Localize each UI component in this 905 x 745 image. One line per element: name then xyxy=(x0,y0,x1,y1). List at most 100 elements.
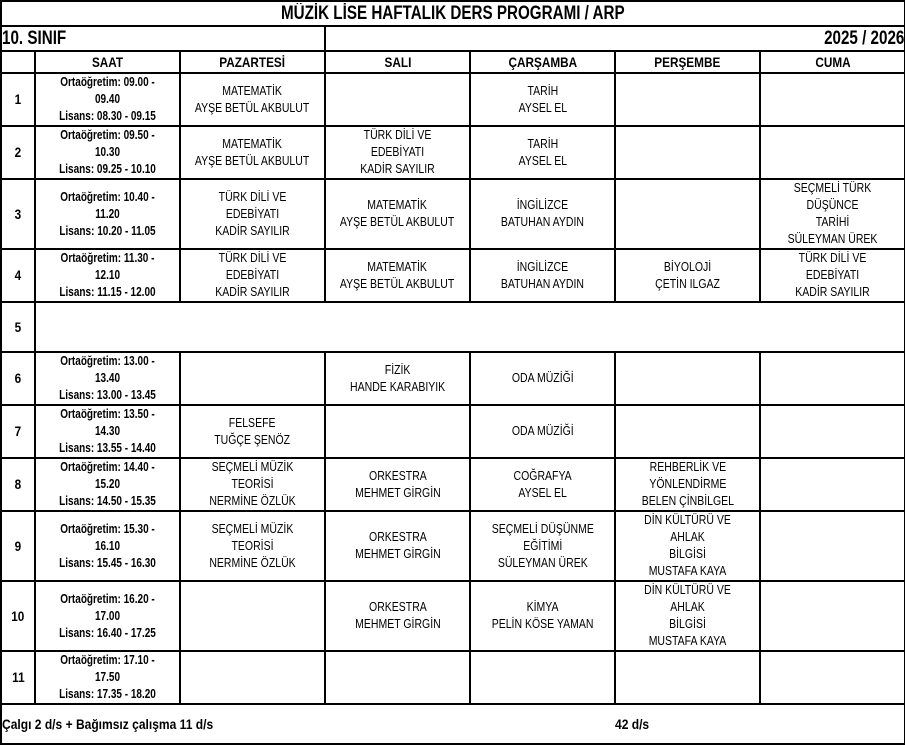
lesson-cell-pazartesi[interactable]: MATEMATİK AYŞE BETÜL AKBULUT xyxy=(179,125,326,180)
lesson-cell-carsamba[interactable]: KİMYA PELİN KÖSE YAMAN xyxy=(469,580,616,652)
lesson-cell-pazartesi[interactable] xyxy=(179,650,326,705)
lesson-cell-carsamba[interactable]: İNGİLİZCE BATUHAN AYDIN xyxy=(469,178,616,250)
lesson-text: MATEMATİK AYŞE BETÜL AKBULUT xyxy=(340,259,455,291)
period-time: Ortaöğretim: 13.50 - 14.30 Lisans: 13.55… xyxy=(34,404,181,459)
period-number: 2 xyxy=(0,125,36,180)
lesson-cell-cuma[interactable] xyxy=(758,72,905,127)
lesson-cell-sali[interactable]: FİZİK HANDE KARABIYIK xyxy=(324,351,471,406)
lesson-cell-persembe[interactable] xyxy=(614,125,761,180)
lesson-cell-sali[interactable] xyxy=(324,72,471,127)
lesson-cell-persembe[interactable] xyxy=(614,351,761,406)
table-row: 11 Ortaöğretim: 17.10 - 17.50 Lisans: 17.… xyxy=(0,650,905,705)
table-row: 10 Ortaöğretim: 16.20 - 17.00 Lisans: 16.… xyxy=(0,580,905,652)
period-time-text: Ortaöğretim: 13.50 - 14.30 Lisans: 13.55… xyxy=(59,407,156,455)
lesson-text: SEÇMELİ MÜZİK TEORİSİ NERMİNE ÖZLÜK xyxy=(209,460,296,508)
footer-row: Çalgı 2 d/s + Bağımsız çalışma 11 d/s 42 … xyxy=(0,703,905,745)
lesson-cell-sali[interactable]: ORKESTRA MEHMET GİRGİN xyxy=(324,510,471,582)
table-row: 9 Ortaöğretim: 15.30 - 16.10 Lisans: 15.4… xyxy=(0,510,905,582)
lesson-cell-carsamba[interactable]: TARİH AYSEL EL xyxy=(469,125,616,180)
lesson-cell-pazartesi[interactable]: SEÇMELİ MÜZİK TEORİSİ NERMİNE ÖZLÜK xyxy=(179,510,326,582)
lesson-cell-cuma[interactable] xyxy=(758,351,905,406)
header-row: SAAT PAZARTESİ SALI ÇARŞAMBA PERŞEMBE CUMA xyxy=(0,50,905,74)
lesson-cell-sali[interactable]: ORKESTRA MEHMET GİRGİN xyxy=(324,457,471,512)
lesson-cell-carsamba[interactable]: İNGİLİZCE BATUHAN AYDIN xyxy=(469,248,616,303)
lesson-text: DİN KÜLTÜRÜ VE AHLAK BİLGİSİ MUSTAFA KAY… xyxy=(644,513,731,578)
period-time: Ortaöğretim: 13.00 - 13.40 Lisans: 13.00… xyxy=(34,351,181,406)
period-time-text: Ortaöğretim: 14.40 - 15.20 Lisans: 14.50… xyxy=(59,460,156,508)
lesson-cell-cuma[interactable] xyxy=(758,510,905,582)
lesson-cell-cuma[interactable] xyxy=(758,650,905,705)
lesson-cell-pazartesi[interactable]: TÜRK DİLİ VE EDEBİYATI KADİR SAYILIR xyxy=(179,178,326,250)
period-time: Ortaöğretim: 17.10 - 17.50 Lisans: 17.35… xyxy=(34,650,181,705)
period-time-text: Ortaöğretim: 16.20 - 17.00 Lisans: 16.40… xyxy=(59,591,156,640)
period-number: 1 xyxy=(0,72,36,127)
period-number: 8 xyxy=(0,457,36,512)
lesson-cell-sali[interactable]: ORKESTRA MEHMET GİRGİN xyxy=(324,580,471,652)
lesson-text: ORKESTRA MEHMET GİRGİN xyxy=(354,468,441,500)
lesson-cell-carsamba[interactable]: ODA MÜZİĞİ xyxy=(469,404,616,459)
lesson-cell-sali[interactable] xyxy=(324,650,471,705)
lesson-cell-pazartesi[interactable]: FELSEFE TUĞÇE ŞENÖZ xyxy=(179,404,326,459)
column-header-text: ÇARŞAMBA xyxy=(508,54,577,70)
lesson-cell-persembe[interactable]: DİN KÜLTÜRÜ VE AHLAK BİLGİSİ MUSTAFA KAY… xyxy=(614,510,761,582)
period-number-text: 6 xyxy=(14,370,22,386)
lesson-text: SEÇMELİ TÜRK DÜŞÜNCE TARİHİ SÜLEYMAN ÜRE… xyxy=(787,181,878,246)
column-header-pazartesi: PAZARTESİ xyxy=(179,50,326,74)
column-header-text: PAZARTESİ xyxy=(219,54,286,70)
table-row: 4 Ortaöğretim: 11.30 - 12.10 Lisans: 11.1… xyxy=(0,248,905,303)
lesson-cell-pazartesi[interactable] xyxy=(179,351,326,406)
lesson-cell-pazartesi[interactable] xyxy=(179,580,326,652)
lesson-cell-persembe[interactable]: REHBERLİK VE YÖNLENDİRME BELEN ÇİNBİLGEL xyxy=(614,457,761,512)
lesson-text: TÜRK DİLİ VE EDEBİYATI KADİR SAYILIR xyxy=(795,251,870,299)
period-number-text: 3 xyxy=(14,205,22,222)
lesson-cell-persembe[interactable]: DİN KÜLTÜRÜ VE AHLAK BİLGİSİ MUSTAFA KAY… xyxy=(614,580,761,652)
lesson-text: DİN KÜLTÜRÜ VE AHLAK BİLGİSİ MUSTAFA KAY… xyxy=(644,583,731,648)
column-header-carsamba: ÇARŞAMBA xyxy=(469,50,616,74)
lesson-cell-persembe[interactable] xyxy=(614,404,761,459)
lesson-cell-carsamba[interactable] xyxy=(469,650,616,705)
lesson-cell-cuma[interactable] xyxy=(758,125,905,180)
lesson-cell-sali[interactable] xyxy=(324,404,471,459)
lesson-text: MATEMATİK AYŞE BETÜL AKBULUT xyxy=(340,198,455,229)
lesson-text: İNGİLİZCE BATUHAN AYDIN xyxy=(500,198,585,229)
lesson-cell-pazartesi[interactable]: MATEMATİK AYŞE BETÜL AKBULUT xyxy=(179,72,326,127)
lesson-cell-carsamba[interactable]: SEÇMELİ DÜŞÜNME EĞİTİMİ SÜLEYMAN ÜREK xyxy=(469,510,616,582)
period-time: Ortaöğretim: 14.40 - 15.20 Lisans: 14.50… xyxy=(34,457,181,512)
lesson-cell-persembe[interactable] xyxy=(614,650,761,705)
lesson-text: ORKESTRA MEHMET GİRGİN xyxy=(354,530,441,561)
lesson-cell-persembe[interactable] xyxy=(614,178,761,250)
period-number-text: 7 xyxy=(14,423,22,439)
lesson-cell-cuma[interactable] xyxy=(758,580,905,652)
table-row: 7 Ortaöğretim: 13.50 - 14.30 Lisans: 13.5… xyxy=(0,404,905,459)
table-row: 1 Ortaöğretim: 09.00 - 09.40 Lisans: 08.3… xyxy=(0,72,905,127)
lesson-cell-sali[interactable]: MATEMATİK AYŞE BETÜL AKBULUT xyxy=(324,248,471,303)
lesson-cell-sali[interactable]: MATEMATİK AYŞE BETÜL AKBULUT xyxy=(324,178,471,250)
lesson-cell-carsamba[interactable]: ODA MÜZİĞİ xyxy=(469,351,616,406)
academic-year-text: 2025 / 2026 xyxy=(823,27,905,49)
total-hours: 42 d/s xyxy=(615,703,905,745)
lesson-cell-pazartesi[interactable]: TÜRK DİLİ VE EDEBİYATI KADİR SAYILIR xyxy=(179,248,326,303)
column-header-sali: SALI xyxy=(324,50,471,74)
lesson-cell-sali[interactable]: TÜRK DİLİ VE EDEBİYATI KADİR SAYILIR xyxy=(324,125,471,180)
lesson-cell-cuma[interactable] xyxy=(758,457,905,512)
title-row: MÜZİK LİSE HAFTALIK DERS PROGRAMI / ARP xyxy=(0,0,905,27)
lesson-cell-persembe[interactable] xyxy=(614,72,761,127)
lesson-text: TÜRK DİLİ VE EDEBİYATI KADİR SAYILIR xyxy=(360,128,435,176)
column-header-row-number xyxy=(0,50,36,74)
period-time: Ortaöğretim: 09.00 - 09.40 Lisans: 08.30… xyxy=(34,72,181,127)
class-label: 10. SINIF xyxy=(0,25,326,52)
lesson-cell-cuma[interactable]: TÜRK DİLİ VE EDEBİYATI KADİR SAYILIR xyxy=(758,248,905,303)
table-row: 2 Ortaöğretim: 09.50 - 10.30 Lisans: 09.2… xyxy=(0,125,905,180)
footer-note: Çalgı 2 d/s + Bağımsız çalışma 11 d/s xyxy=(0,703,615,745)
period-number: 3 xyxy=(0,178,36,250)
column-header-text: PERŞEMBE xyxy=(654,54,721,70)
lesson-text: FİZİK HANDE KARABIYIK xyxy=(349,362,446,394)
lesson-cell-persembe[interactable]: BİYOLOJİ ÇETİN ILGAZ xyxy=(614,248,761,303)
page-title-text: MÜZİK LİSE HAFTALIK DERS PROGRAMI / ARP xyxy=(281,2,625,24)
lesson-cell-cuma[interactable]: SEÇMELİ TÜRK DÜŞÜNCE TARİHİ SÜLEYMAN ÜRE… xyxy=(758,178,905,250)
lesson-cell-cuma[interactable] xyxy=(758,404,905,459)
period-number: 7 xyxy=(0,404,36,459)
lesson-cell-carsamba[interactable]: TARİH AYSEL EL xyxy=(469,72,616,127)
lesson-cell-carsamba[interactable]: COĞRAFYA AYSEL EL xyxy=(469,457,616,512)
lesson-cell-pazartesi[interactable]: SEÇMELİ MÜZİK TEORİSİ NERMİNE ÖZLÜK xyxy=(179,457,326,512)
